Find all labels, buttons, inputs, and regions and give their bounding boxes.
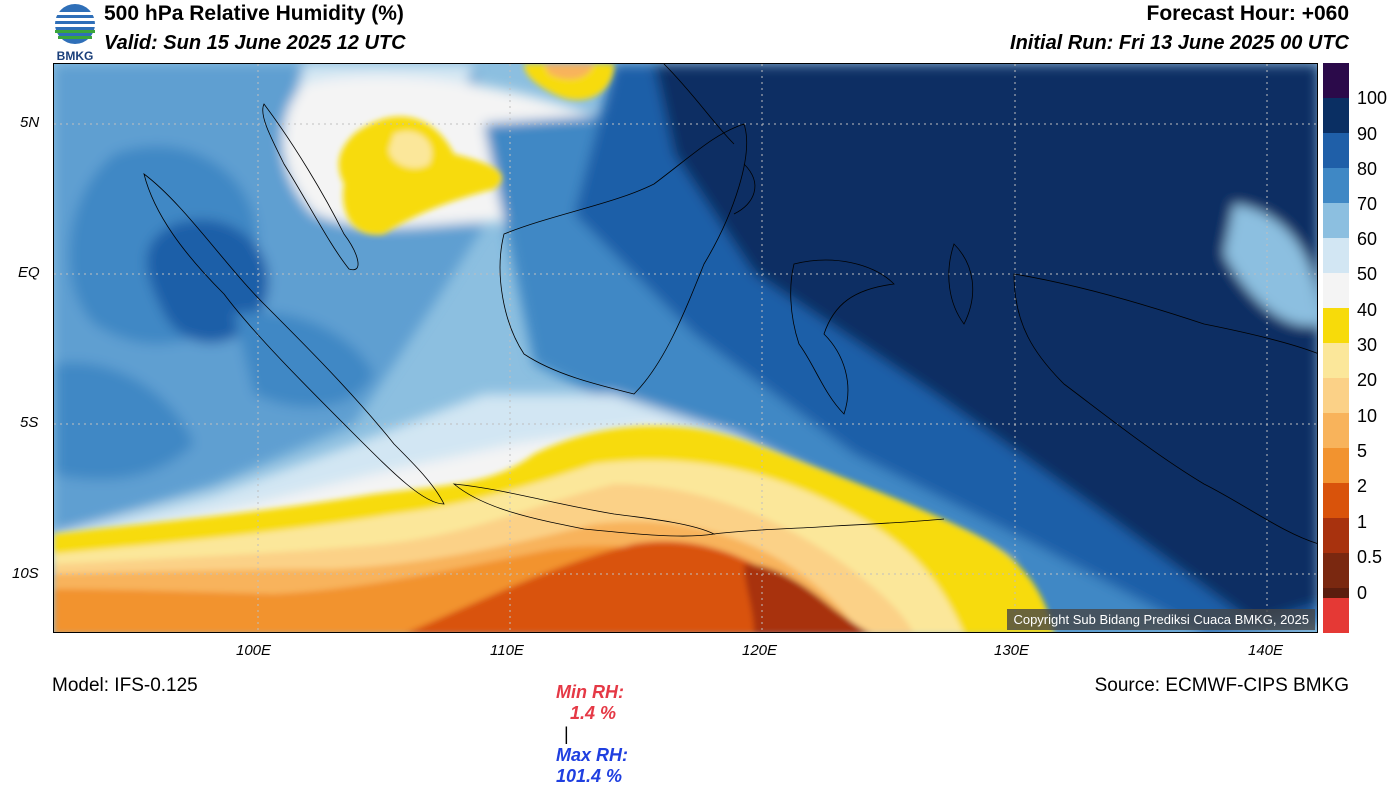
coastlines — [143, 64, 1317, 544]
lon-label-140e: 140E — [1248, 642, 1284, 659]
bmkg-logo: BMKG — [50, 2, 100, 63]
colorbar-label: 10 — [1357, 406, 1378, 426]
colorbar-label: 2 — [1357, 476, 1368, 496]
stats-separator: | — [564, 724, 569, 744]
colorbar-swatch — [1323, 448, 1349, 483]
model-label: Model: IFS-0.125 — [52, 675, 198, 696]
min-rh-value: 1.4 % — [570, 703, 617, 723]
min-rh-label: Min RH: — [556, 682, 624, 702]
colorbar-label: 5 — [1357, 441, 1368, 461]
map-canvas — [54, 64, 1317, 632]
logo-text: BMKG — [56, 49, 94, 63]
colorbar-swatch — [1323, 273, 1349, 308]
colorbar-swatch — [1323, 133, 1349, 168]
colorbar-label: 0 — [1357, 583, 1368, 603]
colorbar-swatch — [1323, 203, 1349, 238]
max-rh-value: 101.4 % — [556, 766, 623, 786]
colorbar-swatch — [1323, 378, 1349, 413]
lat-label-eq: EQ — [18, 264, 40, 281]
colorbar-swatch — [1323, 238, 1349, 273]
colorbar-label: 80 — [1357, 159, 1378, 179]
colorbar-swatch — [1323, 553, 1349, 588]
colorbar-bottom — [1323, 598, 1349, 633]
lat-label-10s: 10S — [12, 565, 39, 582]
colorbar-swatch — [1323, 413, 1349, 448]
colorbar-label: 70 — [1357, 194, 1378, 214]
humidity-map: Copyright Sub Bidang Prediksi Cuaca BMKG… — [53, 63, 1318, 633]
colorbar-label: 90 — [1357, 124, 1378, 144]
colorbar-swatch — [1323, 63, 1349, 98]
colorbar-label: 100 — [1357, 88, 1388, 108]
forecast-hour: Forecast Hour: +060 — [1146, 2, 1350, 25]
chart-title: 500 hPa Relative Humidity (%) — [104, 2, 404, 25]
colorbar — [1323, 63, 1349, 633]
colorbar-swatch — [1323, 98, 1349, 133]
lon-label-130e: 130E — [994, 642, 1030, 659]
max-rh-label: Max RH: — [556, 745, 629, 765]
valid-time: Valid: Sun 15 June 2025 12 UTC — [104, 32, 406, 54]
copyright-notice: Copyright Sub Bidang Prediksi Cuaca BMKG… — [1007, 609, 1315, 630]
lon-label-110e: 110E — [490, 642, 524, 659]
lon-label-100e: 100E — [236, 642, 272, 659]
colorbar-swatch — [1323, 343, 1349, 378]
initial-run: Initial Run: Fri 13 June 2025 00 UTC — [1010, 32, 1349, 54]
colorbar-label: 30 — [1357, 335, 1378, 355]
bmkg-logo-icon — [55, 4, 95, 44]
colorbar-label: 40 — [1357, 300, 1378, 320]
rh-stats: Min RH: 1.4 % | Max RH: 101.4 % — [546, 661, 628, 787]
colorbar-label: 50 — [1357, 264, 1378, 284]
colorbar-swatch — [1323, 168, 1349, 203]
colorbar-label: 1 — [1357, 512, 1368, 532]
colorbar-label: 0.5 — [1357, 547, 1383, 567]
colorbar-label: 60 — [1357, 229, 1378, 249]
colorbar-label: 20 — [1357, 370, 1378, 390]
colorbar-swatch — [1323, 518, 1349, 553]
colorbar-swatch — [1323, 483, 1349, 518]
lat-label-5n: 5N — [20, 114, 40, 131]
lon-label-120e: 120E — [742, 642, 778, 659]
source-label: Source: ECMWF-CIPS BMKG — [1094, 675, 1349, 696]
colorbar-swatch — [1323, 308, 1349, 343]
lat-label-5s: 5S — [20, 414, 39, 431]
